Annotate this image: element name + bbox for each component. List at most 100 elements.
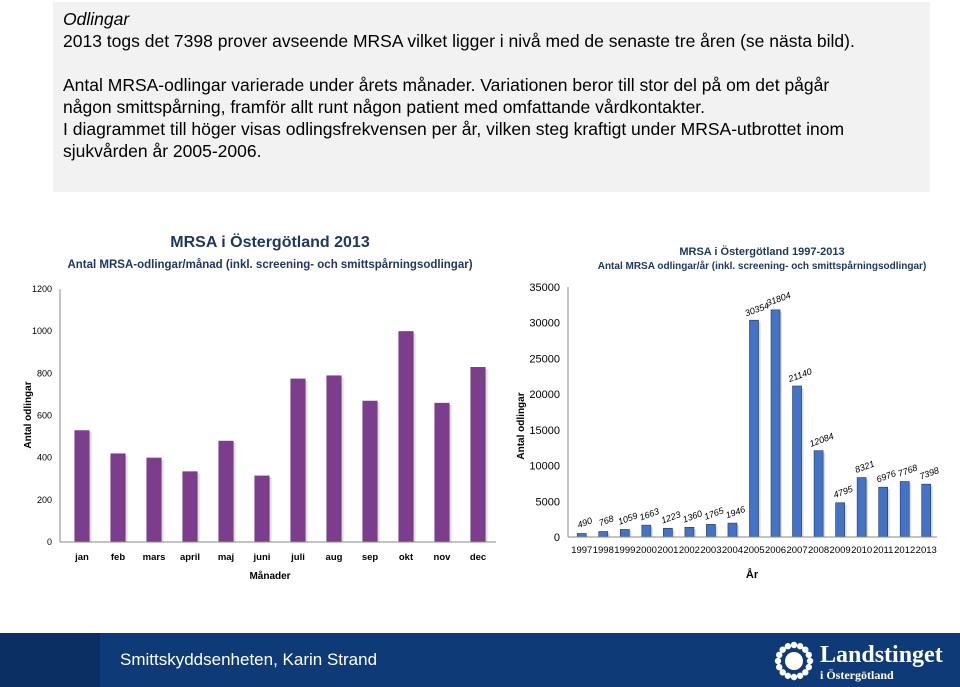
chart2-bar <box>921 483 932 538</box>
text-line-4: I diagrammet till höger visas odlingsfre… <box>63 119 845 139</box>
chart2-data-label: 12084 <box>808 431 835 449</box>
chart2-bar <box>598 531 609 538</box>
chart1-subtitle: Antal MRSA-odlingar/månad (inkl. screeni… <box>67 259 472 271</box>
text-line-2: Antal MRSA-odlingar varierade under året… <box>63 75 830 95</box>
landstinget-logo: Landstinget i Östergötland <box>772 638 952 684</box>
chart1-x-tick: jan <box>74 552 89 563</box>
chart2-xlabel: År <box>746 568 759 581</box>
monthly-bar-chart: MRSA i Östergötland 2013 Antal MRSA-odli… <box>23 232 496 582</box>
chart2-y-tick: 30000 <box>529 318 560 330</box>
chart1-bar <box>74 430 90 542</box>
chart2-x-tick: 2002 <box>679 545 700 556</box>
chart1-title: MRSA i Östergötland 2013 <box>170 232 370 251</box>
chart1-y-tick: 800 <box>37 368 52 378</box>
chart2-x-tick: 2003 <box>700 545 721 556</box>
chart1-xlabel: Månader <box>249 570 290 582</box>
chart2-y-tick: 10000 <box>529 461 560 473</box>
chart1-bar <box>362 400 378 542</box>
text-line-3: någon smittspårning, framför allt runt n… <box>63 97 706 117</box>
chart1-x-tick: april <box>180 552 200 563</box>
chart1-bar <box>290 378 306 542</box>
chart1-y-tick: 1000 <box>32 326 52 336</box>
chart1-bar <box>254 475 270 542</box>
chart1-x-tick: nov <box>434 552 452 563</box>
chart1-bar <box>434 402 450 542</box>
chart2-data-label: 4795 <box>832 483 855 500</box>
chart2-bar <box>641 524 652 538</box>
chart2-bar <box>620 529 630 538</box>
chart1-ylabel: Antal odlingar <box>23 381 34 448</box>
chart2-y-tick: 35000 <box>529 282 560 294</box>
chart2-x-tick: 2000 <box>636 545 657 556</box>
chart1-x-tick: juni <box>253 552 271 563</box>
chart1-x-tick: dec <box>470 552 486 563</box>
chart2-x-tick: 1999 <box>614 545 635 556</box>
yearly-bar-chart: MRSA i Östergötland 1997-2013 Antal MRSA… <box>516 245 940 581</box>
chart2-bar <box>835 502 845 538</box>
chart2-x-tick: 2001 <box>657 545 678 556</box>
chart2-x-tick: 2005 <box>743 545 764 556</box>
chart2-y-tick: 25000 <box>529 353 560 365</box>
chart1-bar <box>398 331 414 542</box>
chart2-x-tick: 2004 <box>722 545 743 556</box>
chart2-x-tick: 1998 <box>593 545 614 556</box>
chart1-y-tick: 0 <box>47 537 52 547</box>
chart2-bar <box>856 477 867 538</box>
chart1-y-tick: 1200 <box>32 284 52 294</box>
chart2-bar <box>792 385 802 538</box>
logo-subtitle: i Östergötland <box>820 668 894 682</box>
chart2-data-label: 1765 <box>703 505 726 522</box>
chart2-x-tick: 2008 <box>808 545 829 556</box>
chart2-data-label: 7768 <box>897 463 919 479</box>
chart1-x-tick: aug <box>326 552 343 563</box>
chart2-bar <box>727 522 738 538</box>
chart2-data-label: 1360 <box>681 508 703 524</box>
text-line-1: 2013 togs det 7398 prover avseende MRSA … <box>63 31 855 51</box>
footer-accent <box>0 633 100 687</box>
chart2-bar <box>878 486 888 538</box>
text-line-5: sjukvården år 2005-2006. <box>63 141 262 161</box>
chart2-data-label: 768 <box>597 513 615 528</box>
chart1-y-tick: 600 <box>37 411 52 421</box>
chart1-bar <box>182 471 198 542</box>
chart2-x-tick: 2012 <box>894 545 915 556</box>
chart2-x-tick: 2010 <box>851 545 872 556</box>
chart1-bar <box>218 440 234 542</box>
chart2-x-tick: 2013 <box>916 545 937 556</box>
footer-text: Smittskyddsenheten, Karin Strand <box>120 650 378 669</box>
chart1-x-tick: juli <box>290 552 305 563</box>
chart2-data-label: 1663 <box>638 506 660 522</box>
chart2-y-tick: 15000 <box>529 425 560 437</box>
chart2-x-tick: 2011 <box>873 545 893 556</box>
chart2-data-label: 1946 <box>724 504 746 520</box>
chart2-bar <box>770 309 781 538</box>
chart1-y-tick: 200 <box>37 495 52 505</box>
chart2-x-tick: 2009 <box>830 545 851 556</box>
chart2-data-label: 1059 <box>617 510 639 526</box>
chart2-data-label: 6976 <box>875 468 897 484</box>
section-heading: Odlingar <box>63 9 130 29</box>
chart2-y-tick: 20000 <box>529 389 560 401</box>
description-text-box: Odlingar 2013 togs det 7398 prover avsee… <box>53 2 930 192</box>
chart2-bar <box>663 527 673 538</box>
chart2-bar <box>684 526 695 538</box>
chart2-data-label: 31804 <box>765 290 792 308</box>
chart2-data-label: 490 <box>576 515 594 530</box>
chart2-x-tick: 1997 <box>571 545 592 556</box>
chart2-data-label: 21140 <box>786 366 813 384</box>
chart1-x-tick: sep <box>362 552 379 563</box>
chart1-bar <box>110 453 126 542</box>
chart1-bar <box>146 457 162 542</box>
chart2-y-tick: 0 <box>554 532 560 544</box>
chart1-bar <box>470 367 486 542</box>
chart2-bar <box>899 481 910 538</box>
sun-icon <box>774 641 814 681</box>
chart1-x-tick: okt <box>399 552 414 563</box>
chart2-title: MRSA i Östergötland 1997-2013 <box>679 245 844 258</box>
chart2-bar <box>749 319 759 538</box>
chart1-bar <box>326 375 342 542</box>
chart2-x-tick: 2007 <box>786 545 807 556</box>
chart2-ylabel: Antal odlingar <box>516 392 527 459</box>
chart2-y-tick: 5000 <box>536 496 560 508</box>
chart2-x-tick: 2006 <box>765 545 786 556</box>
